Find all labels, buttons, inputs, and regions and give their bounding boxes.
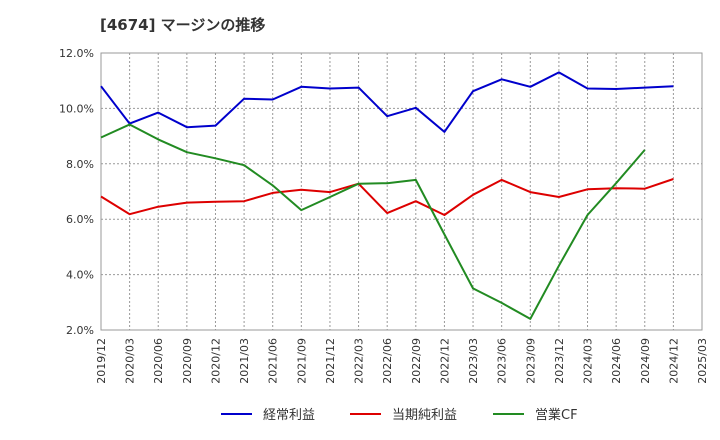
x-tick-label: 2024/12 — [667, 338, 680, 384]
legend-label: 当期純利益 — [392, 408, 457, 423]
x-tick-label: 2023/06 — [496, 338, 509, 384]
y-tick-label: 8.0% — [66, 158, 94, 171]
y-tick-label: 4.0% — [66, 269, 94, 282]
x-axis: 2019/12 2020/03 2020/06 2020/09 2020/12 2021/… — [95, 338, 709, 384]
y-axis: 2.0% 4.0% 6.0% 8.0% 10.0% 12.0% — [59, 47, 94, 337]
y-tick-label: 12.0% — [59, 47, 94, 60]
x-tick-label: 2023/09 — [524, 338, 537, 384]
y-tick-label: 2.0% — [66, 324, 94, 337]
y-tick-label: 10.0% — [59, 102, 94, 115]
x-tick-label: 2020/06 — [152, 338, 165, 384]
series-line-2 — [100, 123, 646, 320]
grid-layer — [101, 53, 702, 330]
plot-frame — [100, 52, 703, 331]
x-tick-label: 2024/06 — [610, 338, 623, 384]
legend-label: 経常利益 — [263, 408, 315, 423]
x-tick-label: 2022/06 — [381, 338, 394, 384]
series-layer — [100, 71, 674, 320]
x-tick-label: 2021/12 — [324, 338, 337, 384]
x-tick-label: 2024/09 — [639, 338, 652, 384]
x-tick-label: 2022/09 — [410, 338, 423, 384]
x-tick-label: 2022/12 — [438, 338, 451, 384]
legend-item-0: 経常利益 — [221, 408, 315, 423]
x-tick-label: 2021/03 — [238, 338, 251, 384]
x-tick-label: 2021/09 — [295, 338, 308, 384]
series-line-0 — [100, 71, 674, 133]
x-tick-label: 2020/03 — [124, 338, 137, 384]
legend-label: 営業CF — [535, 407, 578, 423]
x-tick-label: 2025/03 — [696, 338, 709, 384]
x-tick-label: 2022/03 — [353, 338, 366, 384]
legend-item-1: 当期純利益 — [350, 408, 457, 423]
x-tick-label: 2023/03 — [467, 338, 480, 384]
x-tick-label: 2019/12 — [95, 338, 108, 384]
x-tick-label: 2024/03 — [582, 338, 595, 384]
x-tick-label: 2023/12 — [553, 338, 566, 384]
series-line-1 — [100, 178, 674, 216]
x-tick-label: 2020/12 — [209, 338, 222, 384]
legend-item-2: 営業CF — [493, 407, 578, 423]
y-tick-label: 6.0% — [66, 213, 94, 226]
legend: 経常利益 当期純利益 営業CF — [221, 407, 578, 423]
chart-title: [4674] マージンの推移 — [100, 16, 266, 34]
x-tick-label: 2020/09 — [181, 338, 194, 384]
x-tick-label: 2021/06 — [267, 338, 280, 384]
